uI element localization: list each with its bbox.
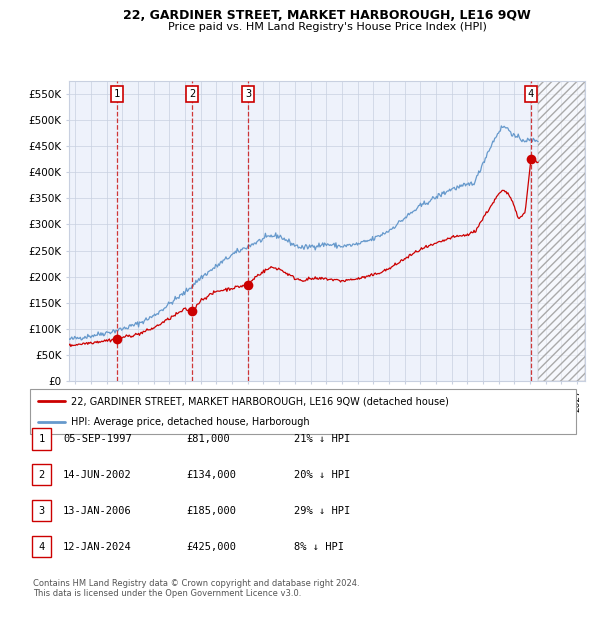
Text: 3: 3	[38, 506, 44, 516]
Text: 1: 1	[114, 89, 121, 99]
Text: 29% ↓ HPI: 29% ↓ HPI	[294, 506, 350, 516]
Text: Price paid vs. HM Land Registry's House Price Index (HPI): Price paid vs. HM Land Registry's House …	[167, 22, 487, 32]
Text: 22, GARDINER STREET, MARKET HARBOROUGH, LE16 9QW: 22, GARDINER STREET, MARKET HARBOROUGH, …	[123, 9, 531, 22]
Text: 8% ↓ HPI: 8% ↓ HPI	[294, 542, 344, 552]
Text: 12-JAN-2024: 12-JAN-2024	[63, 542, 132, 552]
Text: £185,000: £185,000	[186, 506, 236, 516]
Text: This data is licensed under the Open Government Licence v3.0.: This data is licensed under the Open Gov…	[33, 588, 301, 598]
Text: £81,000: £81,000	[186, 434, 230, 444]
Text: 13-JAN-2006: 13-JAN-2006	[63, 506, 132, 516]
Text: £134,000: £134,000	[186, 470, 236, 480]
Text: 21% ↓ HPI: 21% ↓ HPI	[294, 434, 350, 444]
Text: 20% ↓ HPI: 20% ↓ HPI	[294, 470, 350, 480]
Text: 1: 1	[38, 434, 44, 444]
Text: 22, GARDINER STREET, MARKET HARBOROUGH, LE16 9QW (detached house): 22, GARDINER STREET, MARKET HARBOROUGH, …	[71, 396, 449, 407]
Text: 4: 4	[527, 89, 534, 99]
Text: 2: 2	[189, 89, 195, 99]
Text: Contains HM Land Registry data © Crown copyright and database right 2024.: Contains HM Land Registry data © Crown c…	[33, 578, 359, 588]
Text: 14-JUN-2002: 14-JUN-2002	[63, 470, 132, 480]
Text: £425,000: £425,000	[186, 542, 236, 552]
Text: 05-SEP-1997: 05-SEP-1997	[63, 434, 132, 444]
FancyBboxPatch shape	[30, 389, 576, 434]
Text: HPI: Average price, detached house, Harborough: HPI: Average price, detached house, Harb…	[71, 417, 310, 427]
Text: 2: 2	[38, 470, 44, 480]
Text: 4: 4	[38, 542, 44, 552]
Text: 3: 3	[245, 89, 251, 99]
